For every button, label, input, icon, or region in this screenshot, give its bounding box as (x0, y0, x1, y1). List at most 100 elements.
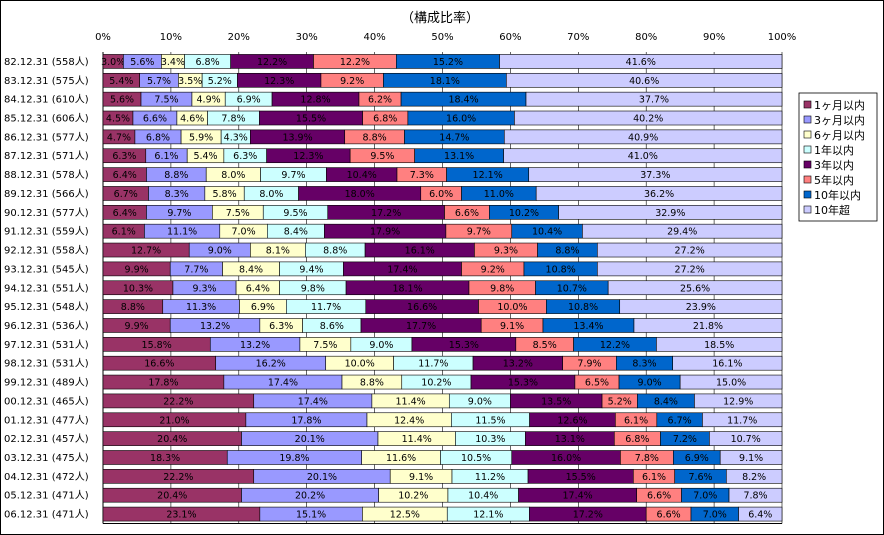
data-label: 8.0% (259, 189, 283, 200)
data-label: 17.4% (298, 396, 328, 407)
legend-swatch (803, 115, 812, 124)
data-label: 14.7% (439, 132, 469, 143)
category-label: 95.12.31 (548人) (4, 301, 89, 313)
data-label: 17.8% (291, 415, 321, 426)
data-label: 7.2% (673, 434, 697, 445)
bar-segment (535, 186, 783, 201)
data-label: 12.1% (473, 170, 503, 181)
legend-swatch (803, 130, 812, 139)
data-label: 11.6% (386, 453, 416, 464)
data-label: 17.4% (563, 491, 593, 502)
data-label: 9.8% (490, 283, 514, 294)
category-label: 83.12.31 (575人) (4, 75, 89, 87)
data-label: 4.9% (197, 95, 221, 106)
data-label: 9.0% (468, 396, 492, 407)
data-label: 9.9% (125, 264, 149, 275)
data-label: 9.2% (481, 264, 505, 275)
data-label: 20.1% (295, 434, 325, 445)
bar-segment (514, 110, 783, 126)
category-label: 00.12.31 (465人) (4, 395, 89, 407)
data-label: 6.8% (373, 114, 397, 125)
bar-segment (525, 91, 783, 107)
category-label: 06.12.31 (471人) (4, 509, 89, 521)
data-label: 9.4% (299, 264, 323, 275)
data-label: 12.4% (394, 415, 424, 426)
data-label: 18.4% (448, 95, 478, 106)
data-label: 11.0% (484, 189, 514, 200)
data-label: 20.2% (295, 491, 325, 502)
bar-segment (503, 148, 783, 164)
data-label: 6.9% (685, 453, 709, 464)
data-label: 9.3% (192, 283, 216, 294)
category-label: 05.12.31 (471人) (4, 490, 89, 502)
data-label: 13.2% (240, 340, 270, 351)
data-label: 17.2% (573, 510, 603, 521)
data-label: 17.4% (387, 264, 417, 275)
data-label: 6.4% (748, 510, 772, 521)
data-label: 16.1% (712, 359, 742, 370)
bar-segment (597, 242, 783, 258)
bar-segment (503, 129, 783, 145)
data-label: 8.3% (632, 359, 656, 370)
bar-segment (582, 223, 783, 239)
data-label: 37.7% (639, 95, 669, 106)
data-label: 6.8% (146, 132, 170, 143)
data-label: 8.0% (221, 170, 245, 181)
category-label: 82.12.31 (558人) (4, 56, 89, 68)
data-label: 9.7% (467, 227, 491, 238)
data-label: 20.4% (157, 434, 187, 445)
data-label: 9.9% (125, 321, 149, 332)
bar-segment (597, 261, 783, 277)
data-label: 6.6% (455, 208, 479, 219)
data-label: 11.1% (167, 227, 197, 238)
data-label: 16.0% (446, 114, 476, 125)
category-label: 98.12.31 (531人) (4, 358, 89, 370)
data-label: 16.1% (405, 246, 435, 257)
data-label: 9.0% (638, 378, 662, 389)
data-label: 7.6% (688, 472, 712, 483)
data-label: 36.2% (644, 189, 674, 200)
data-label: 12.9% (723, 396, 753, 407)
category-label: 84.12.31 (610人) (4, 94, 89, 106)
x-tick-label: 80% (635, 32, 657, 43)
data-label: 12.1% (473, 510, 503, 521)
legend-label: 10年以内 (814, 188, 861, 202)
data-label: 20.4% (157, 491, 187, 502)
data-label: 17.4% (268, 378, 298, 389)
data-label: 12.5% (390, 510, 420, 521)
data-label: 22.2% (163, 472, 193, 483)
category-label: 88.12.31 (578人) (4, 169, 89, 181)
data-label: 13.4% (573, 321, 603, 332)
category-label: 89.12.31 (566人) (4, 188, 89, 200)
data-label: 6.1% (112, 227, 136, 238)
data-label: 13.1% (444, 151, 474, 162)
data-label: 29.4% (667, 227, 697, 238)
data-label: 12.8% (300, 95, 330, 106)
data-label: 40.6% (629, 76, 659, 87)
category-label: 86.12.31 (577人) (4, 131, 89, 143)
data-label: 6.7% (114, 189, 138, 200)
data-label: 3.5% (178, 76, 202, 87)
bar-segment (709, 431, 783, 446)
data-label: 6.3% (269, 321, 293, 332)
data-label: 6.6% (657, 510, 681, 521)
category-label: 85.12.31 (606人) (4, 113, 89, 125)
data-label: 9.1% (409, 472, 433, 483)
data-label: 10.2% (398, 491, 428, 502)
data-label: 17.2% (371, 208, 401, 219)
data-label: 6.4% (113, 208, 137, 219)
category-label: 04.12.31 (472人) (4, 471, 89, 483)
x-tick-label: 20% (228, 32, 250, 43)
data-label: 6.7% (668, 415, 692, 426)
x-tick-label: 30% (296, 32, 318, 43)
data-label: 9.3% (494, 246, 518, 257)
legend-swatch (803, 190, 812, 199)
data-label: 7.0% (693, 491, 717, 502)
legend-label: 10年超 (814, 203, 850, 217)
data-label: 6.2% (368, 95, 392, 106)
data-label: 10.5% (461, 453, 491, 464)
data-label: 17.7% (406, 321, 436, 332)
category-label: 93.12.31 (545人) (4, 263, 89, 275)
data-label: 6.8% (195, 57, 219, 68)
